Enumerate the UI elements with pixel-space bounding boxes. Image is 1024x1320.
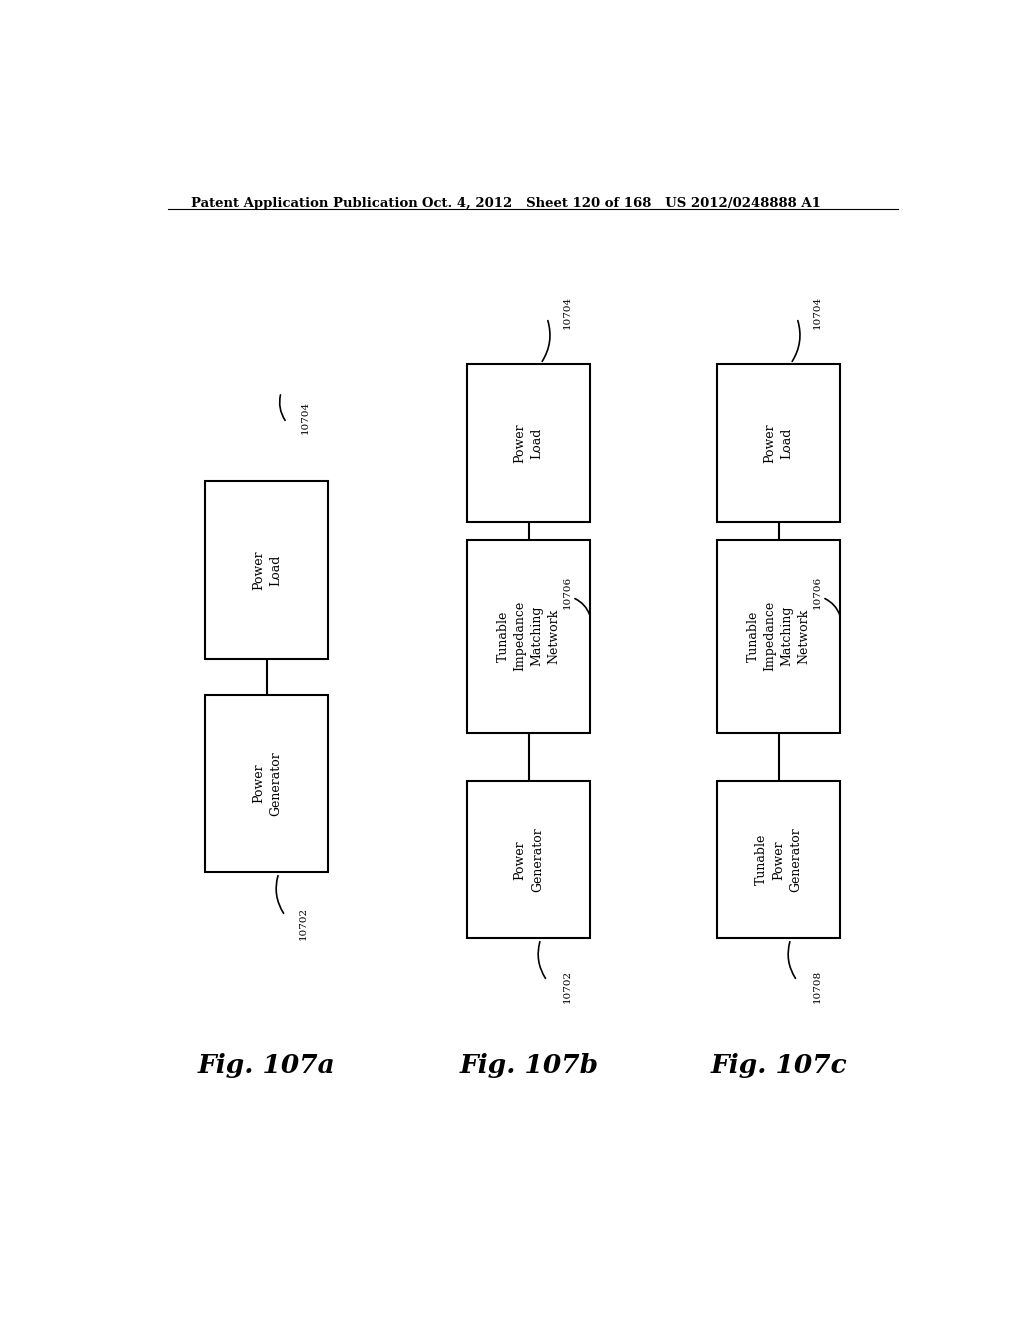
Bar — [467, 364, 590, 521]
Text: 10702: 10702 — [563, 970, 571, 1003]
Bar — [206, 694, 329, 873]
Text: Tunable
Impedance
Matching
Network: Tunable Impedance Matching Network — [746, 601, 811, 672]
Text: 10704: 10704 — [813, 296, 822, 330]
Bar — [206, 480, 329, 659]
Text: 10704: 10704 — [301, 401, 310, 434]
Text: 10708: 10708 — [813, 970, 822, 1003]
Text: 10706: 10706 — [563, 576, 571, 609]
Text: Tunable
Impedance
Matching
Network: Tunable Impedance Matching Network — [497, 601, 561, 672]
Text: Fig. 107c: Fig. 107c — [711, 1052, 847, 1077]
Text: Power
Load: Power Load — [252, 550, 282, 590]
Text: Oct. 4, 2012   Sheet 120 of 168   US 2012/0248888 A1: Oct. 4, 2012 Sheet 120 of 168 US 2012/02… — [422, 197, 820, 210]
Text: 10704: 10704 — [563, 296, 571, 330]
Text: Power
Generator: Power Generator — [252, 751, 282, 816]
Text: Power
Load: Power Load — [514, 424, 544, 463]
Bar — [467, 540, 590, 733]
Text: Patent Application Publication: Patent Application Publication — [191, 197, 418, 210]
Text: 10702: 10702 — [299, 907, 307, 940]
Bar — [717, 364, 841, 521]
Text: Fig. 107b: Fig. 107b — [459, 1052, 598, 1077]
Text: Tunable
Power
Generator: Tunable Power Generator — [756, 828, 802, 892]
Text: Power
Load: Power Load — [764, 424, 794, 463]
Bar — [467, 781, 590, 939]
Text: Power
Generator: Power Generator — [514, 828, 544, 892]
Text: 10706: 10706 — [813, 576, 822, 609]
Bar — [717, 781, 841, 939]
Bar — [717, 540, 841, 733]
Text: Fig. 107a: Fig. 107a — [198, 1052, 336, 1077]
